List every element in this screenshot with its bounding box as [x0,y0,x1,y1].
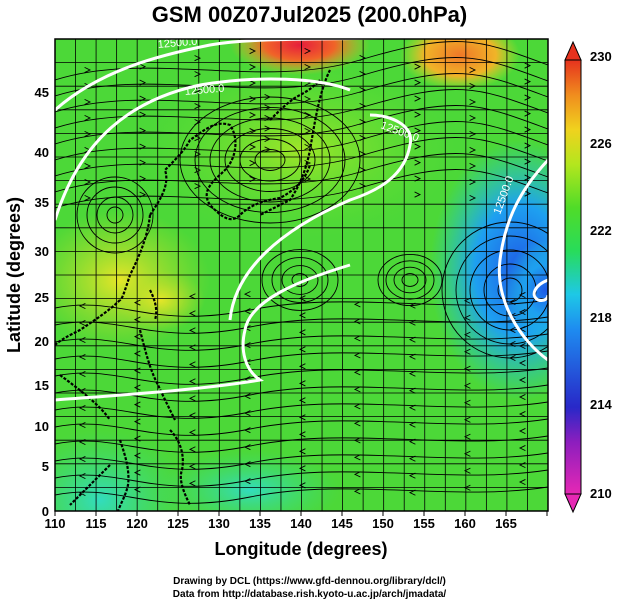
colorbar-tick: 218 [590,310,612,325]
colorbar-tick-labels: 230 226 222 218 214 210 [590,49,612,501]
axis-ticks [54,511,548,516]
colorbar-scale [564,59,582,495]
x-tick-label: 115 [86,516,107,531]
x-tick-label: 165 [495,516,517,531]
y-tick-label: 15 [35,378,49,393]
x-tick-label: 140 [290,516,312,531]
wind-streamlines [55,41,548,504]
y-axis-label: Latitude (degrees) [4,197,24,353]
x-tick-label: 155 [413,516,435,531]
y-tick-label: 45 [35,85,49,100]
x-tick-label: 160 [454,516,476,531]
colorbar-top-arrow [564,40,582,61]
x-tick-label: 120 [126,516,148,531]
colorbar: 230 226 222 218 214 210 [564,40,612,514]
colorbar-tick: 210 [590,486,612,501]
x-tick-label: 130 [208,516,230,531]
y-tick-labels: 0 5 10 15 20 25 30 35 40 45 [35,85,49,519]
x-tick-label: 150 [372,516,394,531]
y-tick-label: 25 [35,290,49,305]
x-axis-label: Longitude (degrees) [214,539,387,559]
chart-title: GSM 00Z07Jul2025 (200.0hPa) [151,2,468,27]
credits-dcl: Drawing by DCL (https://www.gfd-dennou.o… [173,576,446,587]
colorbar-bottom-arrow [564,493,582,514]
colorbar-tick: 214 [590,397,612,412]
y-tick-label: 5 [42,459,49,474]
contour-label: 12500.0 [184,83,225,98]
y-tick-label: 30 [35,244,49,259]
colorbar-tick: 226 [590,136,612,151]
x-tick-label: 145 [331,516,353,531]
y-tick-label: 35 [35,195,49,210]
x-tick-labels: 110 115 120 125 130 135 140 145 150 155 … [45,516,517,531]
x-tick-label: 135 [249,516,271,531]
credits-data: Data from http://database.rish.kyoto-u.a… [172,589,447,600]
y-tick-label: 0 [42,504,49,519]
y-tick-label: 40 [35,145,49,160]
colorbar-tick: 230 [590,49,612,64]
colorbar-tick: 222 [590,223,612,238]
x-tick-label: 110 [45,516,66,531]
y-tick-label: 20 [35,334,49,349]
x-tick-label: 125 [167,516,189,531]
y-tick-label: 10 [35,419,49,434]
